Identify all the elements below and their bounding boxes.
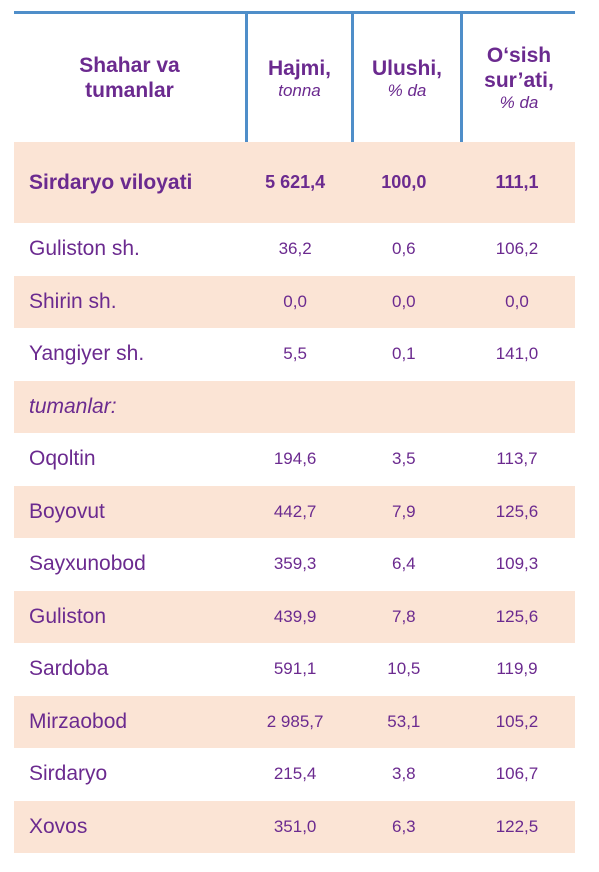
row-growth: 106,7 — [495, 764, 539, 784]
row-name: Sirdaryo — [29, 762, 108, 786]
table-row: Shirin sh. 0,0 0,0 0,0 — [14, 275, 575, 328]
header-region-line1: Shahar va — [79, 54, 180, 77]
row-volume: 351,0 — [273, 816, 317, 836]
row-growth: 122,5 — [495, 816, 539, 836]
header-growth-title-line2: sur’ati, — [484, 69, 554, 92]
header-growth: O‘sish sur’ati, % da — [460, 14, 575, 142]
row-growth: 109,3 — [495, 554, 539, 574]
row-volume: 36,2 — [278, 239, 312, 259]
row-name: Guliston sh. — [29, 237, 140, 261]
table-top-rule — [14, 11, 575, 14]
row-name: Yangiyer sh. — [29, 342, 145, 366]
table-row-section: tumanlar: — [14, 380, 575, 433]
table-row: Sirdaryo 215,4 3,8 106,7 — [14, 748, 575, 801]
row-volume: 359,3 — [273, 554, 317, 574]
table-row: Boyovut 442,7 7,9 125,6 — [14, 485, 575, 538]
header-volume: Hajmi, tonna — [245, 14, 351, 142]
table-row: Oqoltin 194,6 3,5 113,7 — [14, 433, 575, 486]
statistics-table: Shahar va tumanlar Hajmi, tonna Ulushi, … — [14, 11, 575, 853]
row-share: 3,5 — [392, 449, 416, 469]
row-volume: 0,0 — [283, 291, 307, 311]
row-share: 7,9 — [392, 501, 416, 521]
row-volume: 215,4 — [273, 764, 317, 784]
row-growth: 111,1 — [495, 172, 539, 192]
row-share: 100,0 — [381, 172, 427, 192]
header-share: Ulushi, % da — [351, 14, 460, 142]
row-share: 10,5 — [387, 659, 421, 679]
table-row: Xovos 351,0 6,3 122,5 — [14, 800, 575, 853]
row-volume: 591,1 — [273, 659, 317, 679]
row-name: Boyovut — [29, 499, 105, 523]
table-row: Mirzaobod 2 985,7 53,1 105,2 — [14, 695, 575, 748]
row-growth: 119,9 — [496, 659, 538, 679]
row-volume: 442,7 — [273, 501, 317, 521]
row-growth: 125,6 — [495, 606, 539, 626]
header-region: Shahar va tumanlar — [14, 14, 245, 142]
row-name: Sayxunobod — [29, 552, 146, 576]
row-growth: 125,6 — [495, 501, 539, 521]
row-share: 53,1 — [387, 711, 421, 731]
table-header: Shahar va tumanlar Hajmi, tonna Ulushi, … — [14, 14, 575, 142]
row-name: Mirzaobod — [29, 709, 128, 733]
row-growth: 106,2 — [495, 239, 539, 259]
row-share: 6,4 — [392, 554, 416, 574]
row-growth: 105,2 — [495, 711, 539, 731]
table-row-total: Sirdaryo viloyati 5 621,4 100,0 111,1 — [14, 142, 575, 223]
header-growth-title-line1: O‘sish — [486, 44, 552, 67]
row-name: Xovos — [29, 814, 88, 838]
row-volume: 5 621,4 — [265, 172, 326, 192]
row-volume: 439,9 — [273, 606, 317, 626]
row-volume: 2 985,7 — [266, 711, 324, 731]
row-name: Guliston — [29, 604, 107, 628]
row-name: Sirdaryo viloyati — [29, 170, 193, 194]
header-region-line2: tumanlar — [85, 79, 174, 102]
header-volume-title: Hajmi, — [267, 56, 332, 80]
header-share-title: Ulushi, — [371, 56, 442, 80]
row-share: 7,8 — [392, 606, 416, 626]
table-row: Yangiyer sh. 5,5 0,1 141,0 — [14, 328, 575, 381]
section-label: tumanlar: — [29, 394, 117, 418]
row-name: Oqoltin — [29, 447, 96, 471]
header-volume-unit: tonna — [278, 80, 321, 100]
row-share: 0,1 — [392, 344, 416, 364]
row-name: Shirin sh. — [29, 289, 117, 313]
header-growth-unit: % da — [499, 93, 539, 112]
row-share: 3,8 — [392, 764, 416, 784]
table-row: Sayxunobod 359,3 6,4 109,3 — [14, 538, 575, 591]
row-share: 0,6 — [392, 239, 416, 259]
row-growth: 113,7 — [496, 449, 538, 469]
row-share: 6,3 — [392, 816, 416, 836]
table-row: Sardoba 591,1 10,5 119,9 — [14, 643, 575, 696]
row-growth: 0,0 — [505, 291, 529, 311]
row-volume: 194,6 — [273, 449, 317, 469]
row-name: Sardoba — [29, 657, 109, 681]
header-share-unit: % da — [387, 80, 427, 100]
row-volume: 5,5 — [283, 344, 307, 364]
row-share: 0,0 — [392, 291, 416, 311]
row-growth: 141,0 — [495, 344, 539, 364]
table-row: Guliston 439,9 7,8 125,6 — [14, 590, 575, 643]
table-row: Guliston sh. 36,2 0,6 106,2 — [14, 223, 575, 276]
